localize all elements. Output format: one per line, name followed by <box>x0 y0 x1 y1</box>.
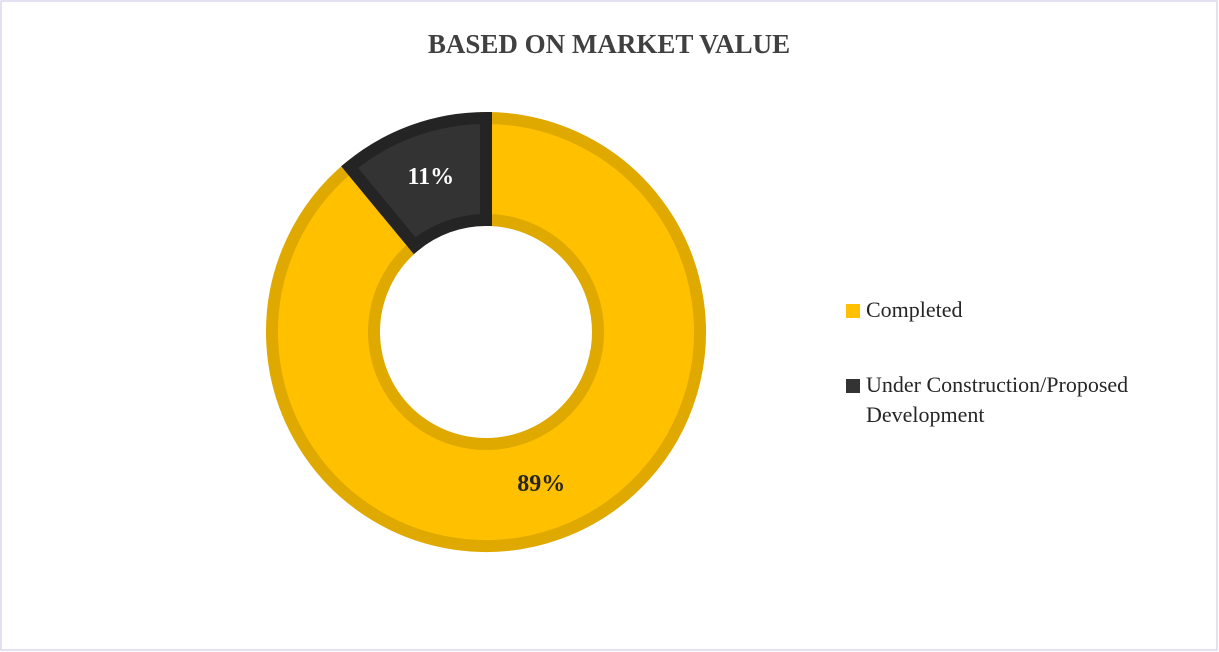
chart-title: BASED ON MARKET VALUE <box>428 29 790 59</box>
legend-item: Under Construction/Proposed Development <box>846 370 1206 430</box>
legend-label: Completed <box>866 297 963 322</box>
donut-slice <box>341 111 492 255</box>
legend-swatch <box>846 304 860 318</box>
data-label: 11% <box>407 164 454 190</box>
data-label: 89% <box>517 471 565 497</box>
legend-item: Completed <box>846 295 1206 325</box>
donut-slice <box>266 111 706 552</box>
legend-swatch <box>846 379 860 393</box>
legend-label: Under Construction/Proposed Development <box>866 372 1129 427</box>
